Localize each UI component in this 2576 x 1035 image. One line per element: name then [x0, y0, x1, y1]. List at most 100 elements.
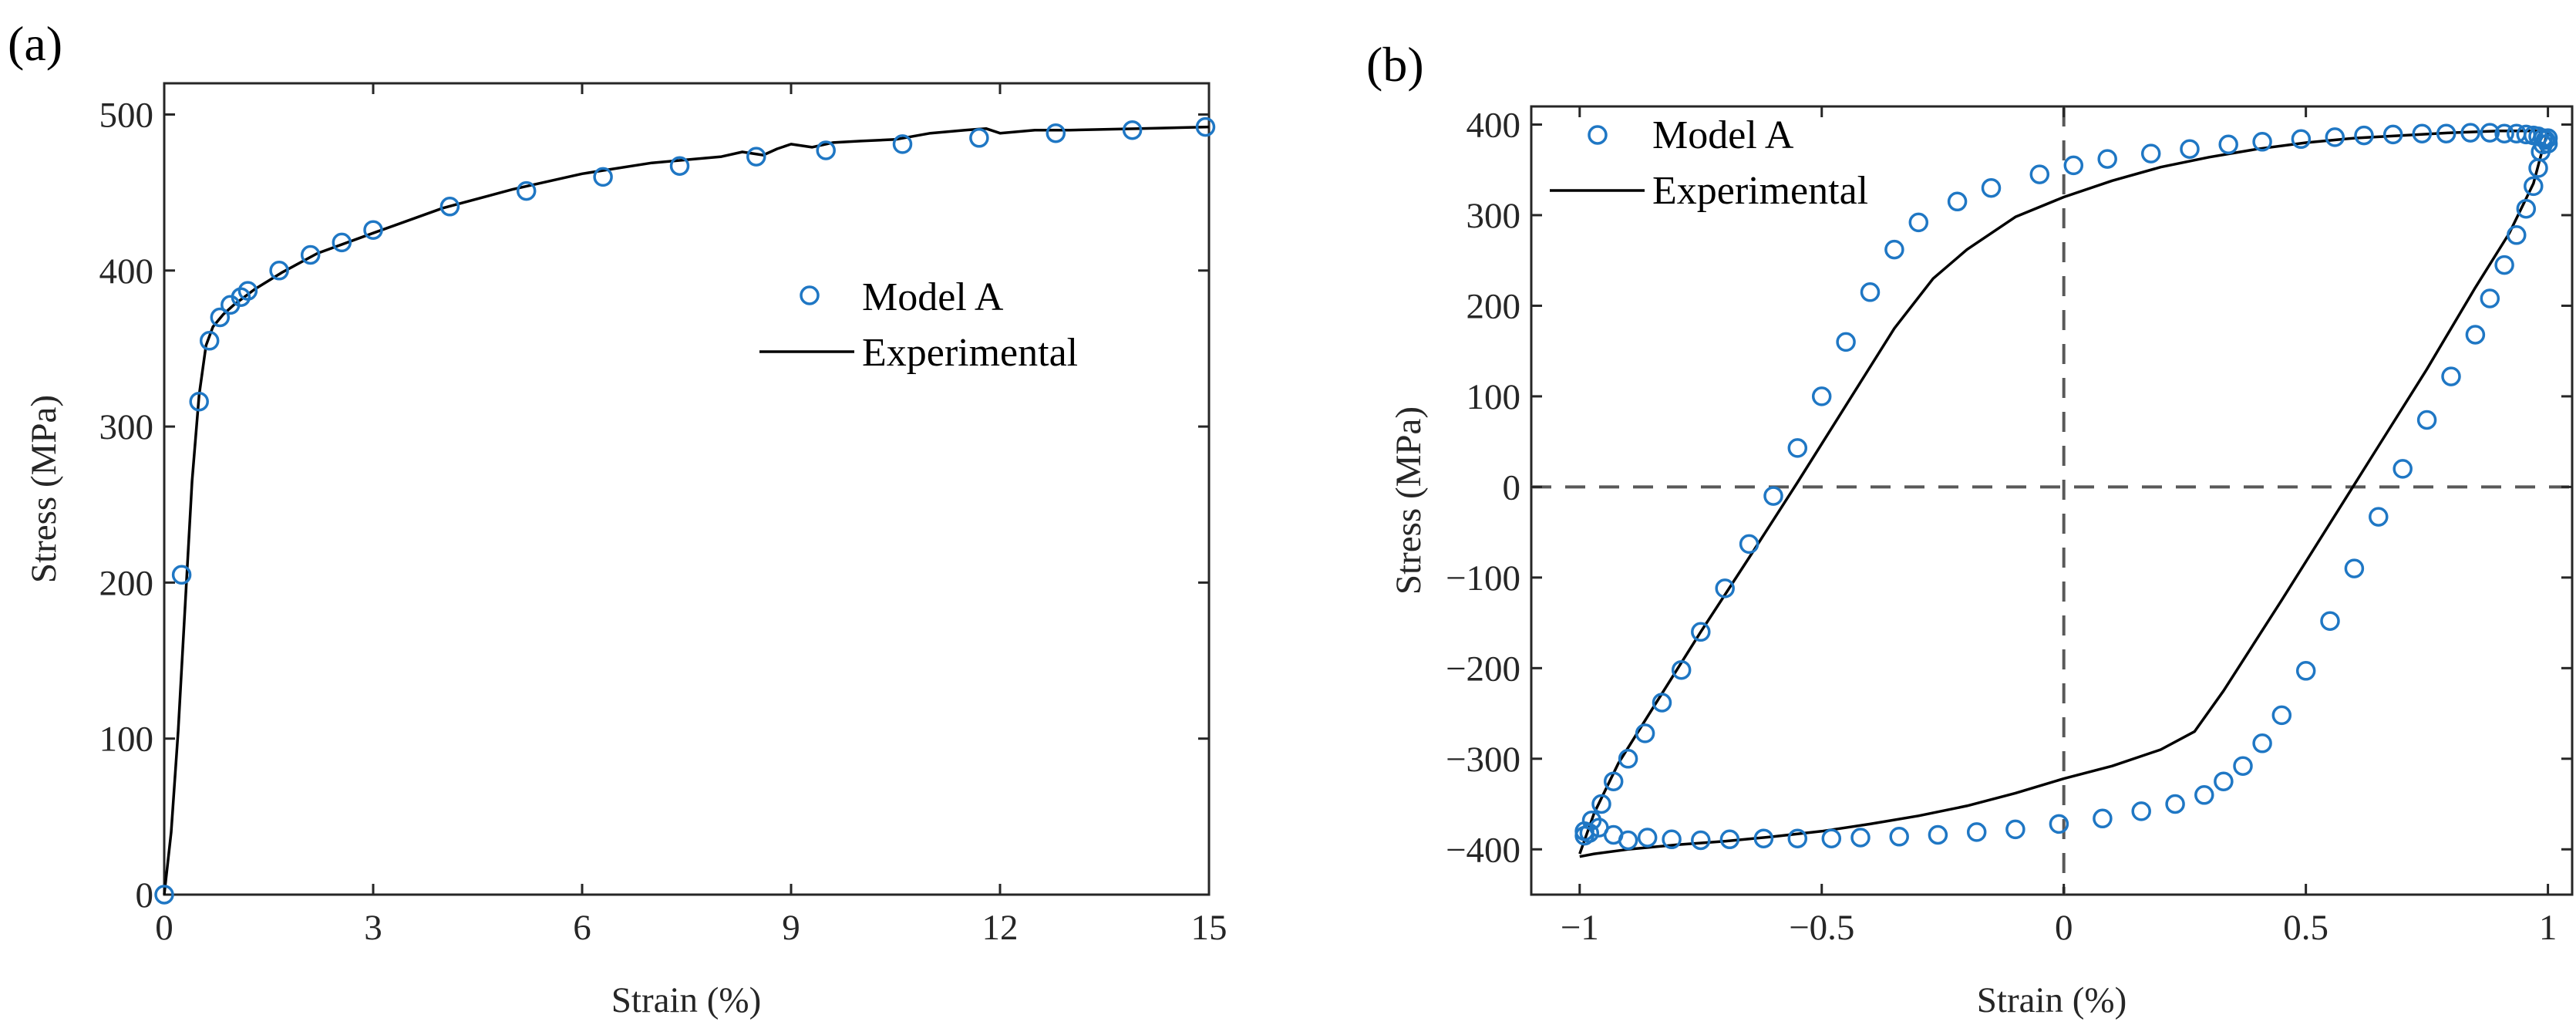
panel-b-y-tick-label: 400: [1466, 105, 1521, 145]
panel-a-model-a-point: [300, 244, 321, 265]
panel-b-model-a-point: [1981, 177, 2002, 198]
panel-a-x-tick-label: 6: [573, 908, 591, 948]
panel-b-model-a-point: [1662, 829, 1682, 850]
panel-a-model-a-point: [1195, 116, 1216, 137]
panel-b-model-a-point: [2233, 756, 2253, 776]
panel-b-x-tick-label: 1: [2539, 908, 2557, 948]
panel-b-model-a-point: [2271, 705, 2292, 726]
panel-b-y-tick-label: 300: [1466, 196, 1521, 236]
panel-b-model-a-point: [1739, 534, 1759, 555]
panel-b-model-a-point: [2369, 507, 2389, 527]
panel-b-model-a-point: [1763, 486, 1783, 506]
panel-b-model-a-point: [1947, 191, 1968, 212]
panel-a-model-a-point: [439, 197, 460, 217]
panel-b-model-a-point: [2507, 225, 2527, 245]
panel-b-model-a-point: [2252, 132, 2272, 152]
panel-b-model-a-point: [2295, 661, 2316, 681]
panel-b-model-a-point: [2005, 819, 2025, 840]
panel-a-y-tick-label: 400: [99, 251, 154, 292]
panel-a-model-a-point: [199, 331, 220, 351]
panel-a-y-tick-label: 500: [99, 95, 154, 135]
panel-b-model-a-point: [2325, 127, 2345, 147]
panel-a-model-a-point: [269, 261, 289, 281]
panel-a-model-a-point: [816, 140, 836, 160]
panel-b-model-a-point: [2354, 125, 2374, 146]
panel-b-model-a-point: [2416, 410, 2437, 430]
panel-b-model-a-point: [2465, 325, 2486, 345]
panel-b-model-a-point: [2516, 198, 2537, 219]
panel-b-legend-label-model-a: Model A: [1652, 113, 1794, 157]
panel-b-model-a-point: [2392, 459, 2413, 479]
panel-b-y-tick-label: 100: [1466, 377, 1521, 417]
panel-a-x-tick-label: 0: [155, 908, 173, 948]
panel-b-x-tick-label: −0.5: [1789, 908, 1854, 948]
panel-a-model-a-point: [189, 391, 209, 412]
panel-b-x-axis-title: Strain (%): [1977, 980, 2126, 1020]
panel-a-model-a-point: [746, 147, 766, 167]
panel-a-model-a-point: [516, 180, 537, 201]
panel-b-model-a-point: [1811, 386, 1832, 406]
panel-b-ticks: −1 −0.5 0 0.5 1 −400 −300 −200 −100 0 100 200 300 400: [1446, 105, 2572, 948]
panel-b-model-a-point: [1671, 659, 1692, 680]
panel-b-model-a-point: [1637, 828, 1658, 848]
panel-b-model-a-point: [2097, 149, 2117, 169]
panel-b-model-a-point: [2480, 288, 2500, 308]
panel-b-model-a-point: [1787, 438, 1808, 458]
panel-b-model-a-point: [2218, 134, 2238, 155]
panel-a-model-a-point: [237, 281, 258, 301]
panel-a-model-a-point: [363, 220, 383, 240]
panel-a-model-a-point: [969, 128, 989, 148]
panel-b-model-a-point: [2180, 139, 2200, 159]
panel-b-model-a-point: [1591, 794, 1611, 814]
panel-b-model-a-point: [2093, 808, 2113, 829]
panel-b-letter: (b): [1366, 37, 1424, 92]
panel-b-model-a-point: [2214, 771, 2234, 791]
panel-b-model-a-point: [2494, 255, 2514, 275]
panel-b-model-a-point: [2344, 558, 2365, 578]
panel-b-model-a-point: [2460, 123, 2480, 143]
panel-b-legend: Model A Experimental: [1550, 113, 1868, 213]
panel-b-axes-box: [1530, 105, 2574, 896]
panel-b-reference-lines: [1531, 106, 2572, 895]
panel-a-model-a-point: [593, 167, 613, 187]
panel-a-legend-label-experimental: Experimental: [862, 331, 1078, 375]
panel-a-x-tick-label: 3: [364, 908, 382, 948]
panel-b-model-a-point: [2528, 158, 2548, 178]
panel-a-y-tick-label: 300: [99, 407, 154, 447]
panel-b-series: [1574, 123, 2558, 858]
panel-b-model-a-point: [2382, 124, 2403, 145]
panel-a-axes-box: [163, 82, 1211, 896]
panel-a-chart: 0 3 6 9 12 15 0 100 200 300 400 500 Strain (%) Stre…: [24, 82, 1227, 1020]
panel-b-model-a-point: [2165, 794, 2185, 814]
panel-b-model-a-point: [2194, 785, 2214, 805]
panel-a-y-tick-label: 200: [99, 563, 154, 603]
panel-a-x-tick-label: 12: [982, 908, 1019, 948]
panel-b-y-tick-label: −400: [1446, 830, 1520, 870]
panel-b-model-a-point: [1836, 332, 1856, 352]
panel-b-model-a-point: [1889, 827, 1909, 847]
panel-a-x-tick-label: 15: [1191, 908, 1227, 948]
panel-b-y-tick-label: −200: [1446, 649, 1520, 689]
panel-b-y-tick-label: 200: [1466, 286, 1521, 326]
panel-b-model-a-point: [1908, 212, 1929, 233]
panel-a-series-experimental-line: [163, 125, 1210, 895]
panel-a-model-a-point: [154, 885, 174, 905]
panel-b-model-a-point: [1719, 829, 1740, 850]
panel-a-model-a-point: [892, 134, 913, 154]
panel-b-model-a-point: [1928, 824, 1948, 845]
panel-b-model-a-point: [1884, 239, 1904, 260]
panel-a-model-a-point: [210, 307, 231, 328]
panel-b-model-a-point: [1821, 828, 1842, 848]
panel-a-legend-label-model-a: Model A: [862, 275, 1004, 319]
panel-b-chart: −1 −0.5 0 0.5 1 −400 −300 −200 −100 0 100 200 300 400…: [1389, 105, 2574, 1020]
panel-b-model-a-point: [2412, 123, 2433, 143]
panel-b-model-a-point: [1618, 749, 1638, 769]
panel-b-model-a-point: [1574, 825, 1594, 846]
panel-b-model-a-point: [2131, 801, 2151, 821]
panel-b-model-a-point: [2252, 733, 2272, 753]
panel-b-model-a-point: [1860, 282, 1881, 302]
panel-b-model-a-point: [1787, 828, 1808, 848]
panel-b-legend-label-experimental: Experimental: [1652, 169, 1868, 213]
panel-a-x-axis-title: Strain (%): [611, 980, 761, 1020]
panel-b-model-a-point: [1715, 578, 1735, 598]
